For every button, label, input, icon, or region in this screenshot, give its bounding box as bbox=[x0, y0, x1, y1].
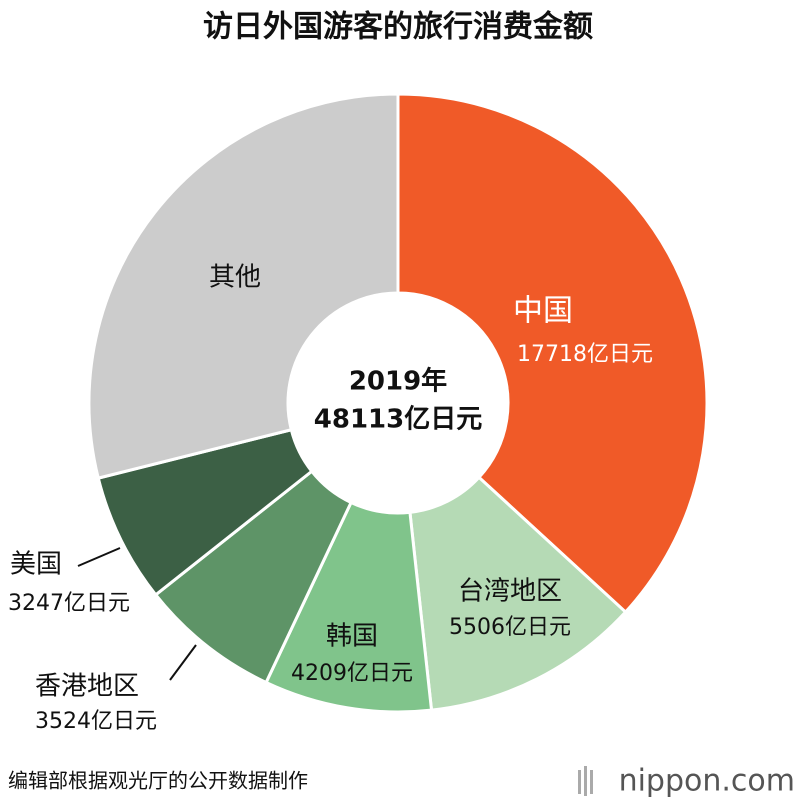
category-label: 韩国 bbox=[326, 622, 378, 652]
value-label: 5506亿日元 bbox=[449, 615, 571, 640]
category-label: 台湾地区 bbox=[458, 577, 562, 607]
wedge bbox=[396, 92, 709, 615]
wedge bbox=[87, 92, 400, 480]
center-label: 48113亿日元 bbox=[314, 405, 482, 435]
value-label: 3247亿日元 bbox=[8, 591, 130, 616]
wedges bbox=[87, 92, 709, 714]
category-label: 其他 bbox=[209, 263, 261, 293]
logo-bars bbox=[578, 766, 593, 796]
logo: nippon.com bbox=[619, 764, 795, 799]
leader-line bbox=[77, 547, 121, 567]
center-label: 2019年 bbox=[349, 366, 447, 397]
wedge bbox=[264, 500, 434, 714]
chart-title: 访日外国游客的旅行消费金额 bbox=[203, 10, 593, 45]
wedge bbox=[408, 475, 628, 712]
value-label: 3524亿日元 bbox=[35, 709, 157, 734]
category-label: 香港地区 bbox=[35, 672, 139, 702]
category-label: 美国 bbox=[10, 550, 62, 580]
category-label: 中国 bbox=[513, 294, 573, 329]
value-label: 17718亿日元 bbox=[517, 342, 653, 367]
leader-line bbox=[169, 644, 197, 681]
value-label: 4209亿日元 bbox=[291, 661, 413, 686]
source-note: 编辑部根据观光厅的公开数据制作 bbox=[8, 769, 308, 793]
